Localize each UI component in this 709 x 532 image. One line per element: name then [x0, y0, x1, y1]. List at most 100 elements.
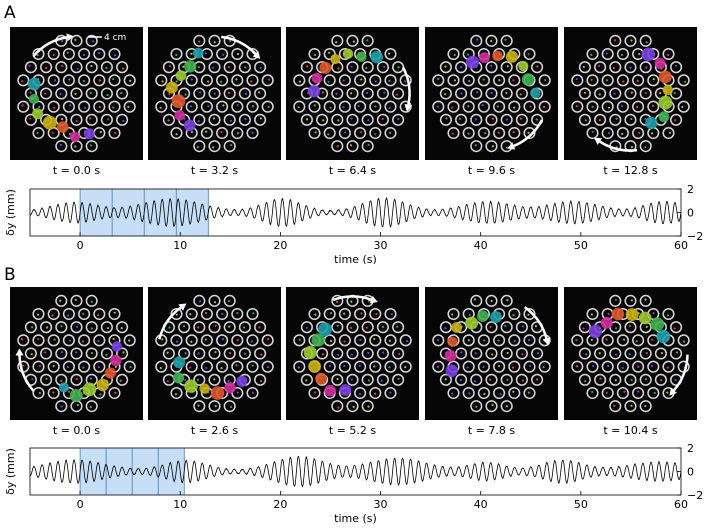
particle-ring [293, 360, 306, 373]
particle-dot [75, 325, 79, 328]
particle-dot [305, 118, 309, 121]
particle-dot [74, 38, 77, 41]
particle-ring [93, 307, 106, 321]
particle-dot [212, 146, 215, 149]
particle-dot [97, 51, 101, 55]
particle-dot [512, 314, 515, 317]
particle-ring [616, 386, 629, 400]
particle-ring [662, 307, 675, 321]
particle-ring [523, 307, 536, 321]
panel-label-a: A [4, 3, 16, 23]
particle-ring [308, 307, 321, 321]
particle-ring [170, 47, 183, 61]
particle-ring [470, 373, 483, 386]
particle-ring [246, 307, 259, 321]
particle-ring [376, 347, 389, 360]
x-tick-label: 20 [273, 239, 287, 252]
particle-ring [338, 360, 351, 373]
particle-dot [357, 104, 360, 108]
particle-ring [523, 126, 536, 140]
highlight-blob [650, 317, 665, 332]
particle-ring [254, 373, 267, 386]
particle-ring [216, 100, 229, 113]
frame-b-5 [564, 287, 697, 420]
particle-ring [485, 373, 498, 386]
highlight-blob [658, 95, 673, 110]
x-tick-label: 30 [374, 498, 388, 511]
particle-ring [300, 373, 313, 386]
particle-ring [193, 113, 206, 126]
particle-ring [323, 126, 336, 140]
particle-dot [607, 312, 610, 315]
particle-ring [447, 100, 460, 113]
motion-arrow [672, 354, 689, 392]
particle-dot [644, 146, 647, 149]
particle-dot [590, 53, 593, 56]
particle-ring [462, 360, 475, 373]
particle-ring [231, 47, 244, 61]
particle-dot [575, 105, 578, 108]
particle-dot [20, 338, 24, 341]
particle-dot [605, 338, 608, 341]
particle-ring [123, 100, 136, 113]
particle-dot [328, 51, 331, 54]
particle-ring [594, 87, 607, 100]
particle-dot [666, 314, 670, 317]
particle-ring [100, 87, 113, 100]
particle-dot [527, 131, 530, 134]
particle-dot [529, 364, 532, 368]
particle-ring [376, 321, 389, 334]
particle-dot [630, 146, 634, 149]
highlight-blob [490, 311, 502, 323]
particle-dot [467, 132, 470, 135]
particle-ring [376, 113, 389, 126]
particle-dot [189, 105, 193, 108]
particle-ring [246, 334, 259, 347]
highlight-blob [111, 341, 123, 352]
particle-ring [493, 386, 506, 400]
particle-ring [116, 373, 129, 386]
particle-ring [624, 347, 637, 360]
particle-dot [612, 66, 615, 70]
particle-ring [508, 334, 521, 347]
particle-ring [447, 386, 460, 400]
particle-ring [32, 126, 45, 140]
particle-dot [358, 364, 361, 367]
x-tick-label: 50 [574, 239, 588, 252]
particle-dot [505, 405, 508, 408]
particle-dot [365, 326, 368, 329]
particle-dot [329, 106, 332, 109]
particle-dot [628, 353, 631, 356]
highlight-blob [27, 77, 41, 91]
particle-ring [571, 74, 584, 87]
particle-ring [316, 113, 329, 126]
particle-ring [447, 126, 460, 140]
particle-ring [40, 373, 53, 386]
particle-dot [350, 378, 353, 381]
particle-dot [219, 80, 223, 83]
particle-dot [406, 339, 409, 343]
particle-dot [75, 378, 78, 381]
particle-ring [261, 334, 274, 347]
particle-dot [629, 66, 632, 69]
particle-ring [493, 334, 506, 347]
particle-dot [491, 353, 494, 356]
particle-dot [636, 105, 639, 109]
particle-dot [491, 403, 494, 406]
particle-ring [376, 61, 389, 74]
arrow-head [66, 33, 74, 42]
particle-ring [432, 334, 445, 347]
particle-ring [254, 347, 267, 360]
particle-dot [99, 393, 102, 396]
particle-ring [208, 373, 221, 386]
highlight-blob [96, 378, 109, 392]
particle-dot [599, 377, 602, 380]
particle-dot [113, 311, 116, 314]
highlight-blob [466, 55, 480, 69]
particle-dot [658, 92, 662, 95]
motion-arrow [32, 35, 69, 57]
highlight-blob [625, 308, 639, 322]
particle-ring [624, 113, 637, 126]
particle-ring [384, 360, 397, 373]
particle-dot [159, 366, 162, 370]
